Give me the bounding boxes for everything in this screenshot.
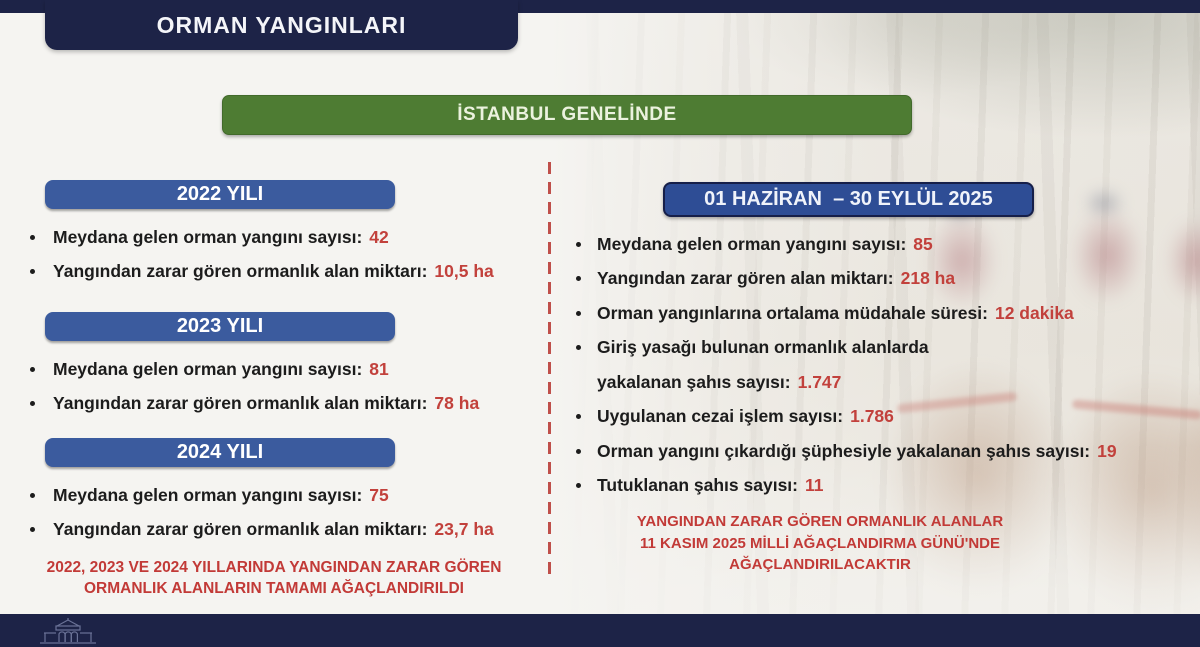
right-footnote: YANGINDAN ZARAR GÖREN ORMANLIK ALANLAR 1… <box>608 511 1032 576</box>
stat-row: Meydana gelen orman yangını sayısı: 85 <box>568 227 1200 262</box>
section-2022: 2022 YILI Meydana gelen orman yangını sa… <box>25 180 565 288</box>
stat-value: 78 ha <box>434 392 480 413</box>
bullet-dot-icon <box>576 483 581 489</box>
stat-value: 19 <box>1097 440 1117 461</box>
bullet-dot-icon <box>576 345 581 351</box>
stat-row: Tutuklanan şahıs sayısı: 11 <box>568 469 1200 504</box>
stat-label: Uygulanan cezai işlem sayısı: <box>597 406 844 427</box>
stat-value: 11 <box>805 475 824 496</box>
stat-value: 10,5 ha <box>434 260 494 281</box>
stat-value: 23,7 ha <box>434 518 494 539</box>
stat-row-continuation: yakalanan şahıs sayısı: 1.747 <box>568 365 1200 400</box>
year-badge-label: 2024 YILI <box>176 441 264 463</box>
year-badge-label: 2023 YILI <box>176 315 264 337</box>
year-badge-2022: 2022 YILI <box>45 180 395 209</box>
stat-label: Yangından zarar gören ormanlık alan mikt… <box>53 392 428 413</box>
stat-value: 218 ha <box>900 268 956 289</box>
stat-label: Meydana gelen orman yangını sayısı: <box>53 484 363 505</box>
region-banner: İSTANBUL GENELİNDE <box>222 95 912 135</box>
bullet-dot-icon <box>576 414 581 420</box>
bullet-dot-icon <box>30 526 35 532</box>
year-badge-2024: 2024 YILI <box>45 438 395 467</box>
stat-row: Giriş yasağı bulunan ormanlık alanlarda <box>568 331 1200 366</box>
bullet-dot-icon <box>576 448 581 454</box>
stat-rows: Meydana gelen orman yangını sayısı: 75 Y… <box>25 478 565 546</box>
bullet-dot-icon <box>576 241 581 247</box>
stat-label: Yangından zarar gören ormanlık alan mikt… <box>53 518 428 539</box>
stat-value: 75 <box>369 484 389 505</box>
left-footnote-line: ORMANLIK ALANLARIN TAMAMI AĞAÇLANDIRILDI <box>84 580 464 597</box>
period-badge-label: 01 HAZİRAN – 30 EYLÜL 2025 <box>704 188 993 210</box>
right-footnote-line: YANGINDAN ZARAR GÖREN ORMANLIK ALANLAR <box>636 513 1004 530</box>
stat-label: Meydana gelen orman yangını sayısı: <box>53 226 363 247</box>
dashed-divider <box>548 162 551 574</box>
stat-row: Meydana gelen orman yangını sayısı: 75 <box>25 478 565 512</box>
footer-bar <box>0 614 1200 647</box>
stat-row: Yangından zarar gören ormanlık alan mikt… <box>25 512 565 546</box>
stat-row: Meydana gelen orman yangını sayısı: 81 <box>25 352 565 386</box>
stat-row: Yangından zarar gören ormanlık alan mikt… <box>25 254 565 288</box>
bullet-dot-icon <box>30 400 35 406</box>
stat-label: yakalanan şahıs sayısı: <box>597 371 791 392</box>
stat-label: Tutuklanan şahıs sayısı: <box>597 475 798 496</box>
region-banner-label: İSTANBUL GENELİNDE <box>457 104 677 125</box>
stat-value: 1.786 <box>850 406 894 427</box>
stat-row: Orman yangını çıkardığı şüphesiyle yakal… <box>568 434 1200 469</box>
stat-value: 85 <box>913 233 933 254</box>
stat-label: Yangından zarar gören alan miktarı: <box>597 268 894 289</box>
page-title-label: ORMAN YANGINLARI <box>156 11 407 38</box>
stat-label: Meydana gelen orman yangını sayısı: <box>597 233 907 254</box>
section-2023: 2023 YILI Meydana gelen orman yangını sa… <box>25 312 565 420</box>
bullet-dot-icon <box>30 268 35 274</box>
left-footnote: 2022, 2023 VE 2024 YILLARINDA YANGINDAN … <box>8 557 540 599</box>
bullet-dot-icon <box>576 310 581 316</box>
section-2024: 2024 YILI Meydana gelen orman yangını sa… <box>25 438 565 546</box>
stat-label: Meydana gelen orman yangını sayısı: <box>53 358 363 379</box>
stat-value: 81 <box>369 358 389 379</box>
right-footnote-line: 11 KASIM 2025 MİLLİ AĞAÇLANDIRMA GÜNÜ'ND… <box>640 534 1000 552</box>
page-title: ORMAN YANGINLARI <box>45 0 518 50</box>
stat-label: Yangından zarar gören ormanlık alan mikt… <box>53 260 428 281</box>
bullet-dot-icon <box>30 492 35 498</box>
year-badge-label: 2022 YILI <box>176 183 264 205</box>
stat-label: Orman yangını çıkardığı şüphesiyle yakal… <box>597 440 1091 461</box>
stat-row: Yangından zarar gören alan miktarı: 218 … <box>568 262 1200 297</box>
stat-row: Orman yangınlarına ortalama müdahale sür… <box>568 296 1200 331</box>
stat-value: 12 dakika <box>994 302 1074 323</box>
bullet-dot-icon <box>576 276 581 282</box>
right-footnote-line: AĞAÇLANDIRILACAKTIR <box>729 556 911 573</box>
stat-value: 1.747 <box>797 371 842 392</box>
bullet-dot-icon <box>30 234 35 240</box>
stat-value: 42 <box>369 226 389 247</box>
stat-row: Meydana gelen orman yangını sayısı: 42 <box>25 220 565 254</box>
government-building-icon <box>40 618 96 644</box>
left-footnote-line: 2022, 2023 VE 2024 YILLARINDA YANGINDAN … <box>46 559 502 576</box>
period-badge: 01 HAZİRAN – 30 EYLÜL 2025 <box>663 182 1034 217</box>
stat-label: Giriş yasağı bulunan ormanlık alanlarda <box>597 337 929 358</box>
stat-label: Orman yangınlarına ortalama müdahale sür… <box>597 302 988 323</box>
period-stats: Meydana gelen orman yangını sayısı: 85 Y… <box>568 227 1200 503</box>
stat-row: Uygulanan cezai işlem sayısı: 1.786 <box>568 400 1200 435</box>
stat-rows: Meydana gelen orman yangını sayısı: 81 Y… <box>25 352 565 420</box>
year-badge-2023: 2023 YILI <box>45 312 395 341</box>
bullet-dot-icon <box>30 366 35 372</box>
stat-row: Yangından zarar gören ormanlık alan mikt… <box>25 386 565 420</box>
stat-rows: Meydana gelen orman yangını sayısı: 42 Y… <box>25 220 565 288</box>
